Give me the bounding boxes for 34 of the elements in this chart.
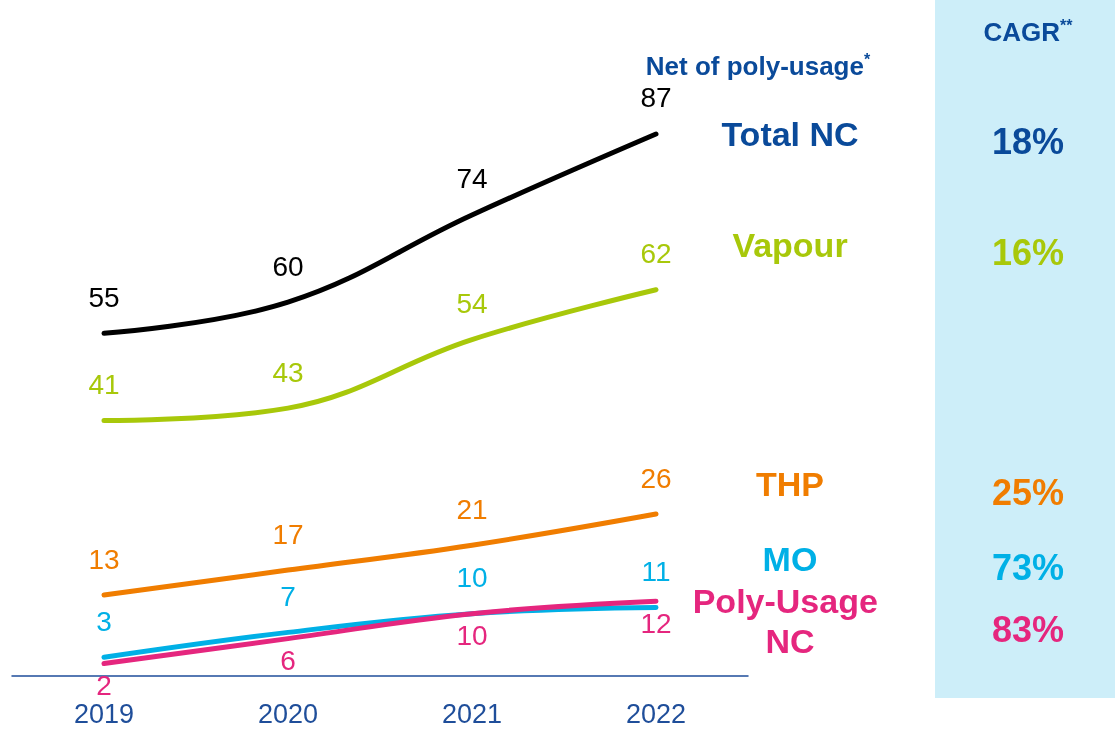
data-label: 3 bbox=[96, 605, 112, 637]
x-tick-label: 2022 bbox=[625, 698, 687, 729]
data-label: 6 bbox=[280, 645, 296, 677]
text: 18% bbox=[991, 121, 1065, 163]
x-tick-label: 2020 bbox=[257, 698, 319, 729]
data-label: 62 bbox=[640, 238, 672, 270]
data-label: 11 bbox=[641, 555, 671, 587]
data-label: 12 bbox=[640, 607, 672, 639]
data-label: 43 bbox=[272, 356, 304, 388]
text: 83% bbox=[991, 608, 1065, 650]
text: 25% bbox=[991, 471, 1065, 513]
data-label: 13 bbox=[88, 543, 120, 575]
text: THP bbox=[756, 465, 824, 504]
data-label: 41 bbox=[88, 369, 120, 401]
data-label: 7 bbox=[280, 580, 296, 612]
data-label: 55 bbox=[88, 281, 120, 313]
data-label: 74 bbox=[456, 163, 488, 195]
text: Net of poly-usage* bbox=[645, 51, 871, 81]
data-label: 10 bbox=[456, 620, 488, 652]
text: MO bbox=[762, 540, 818, 579]
text: 16% bbox=[991, 232, 1065, 274]
data-label: 60 bbox=[272, 250, 304, 282]
data-label: 87 bbox=[640, 82, 672, 114]
data-label: 17 bbox=[272, 518, 304, 550]
text: 73% bbox=[991, 546, 1065, 588]
series-label: Total NC bbox=[721, 114, 859, 153]
data-label: 21 bbox=[456, 493, 488, 525]
text: CAGR** bbox=[983, 17, 1074, 47]
text: Vapour bbox=[732, 225, 848, 264]
data-label: 54 bbox=[456, 288, 488, 320]
x-tick-label: 2021 bbox=[441, 698, 503, 729]
data-label: 26 bbox=[640, 462, 672, 494]
series-label: Poly-Usage NC bbox=[692, 582, 888, 661]
data-label: 10 bbox=[456, 562, 488, 594]
